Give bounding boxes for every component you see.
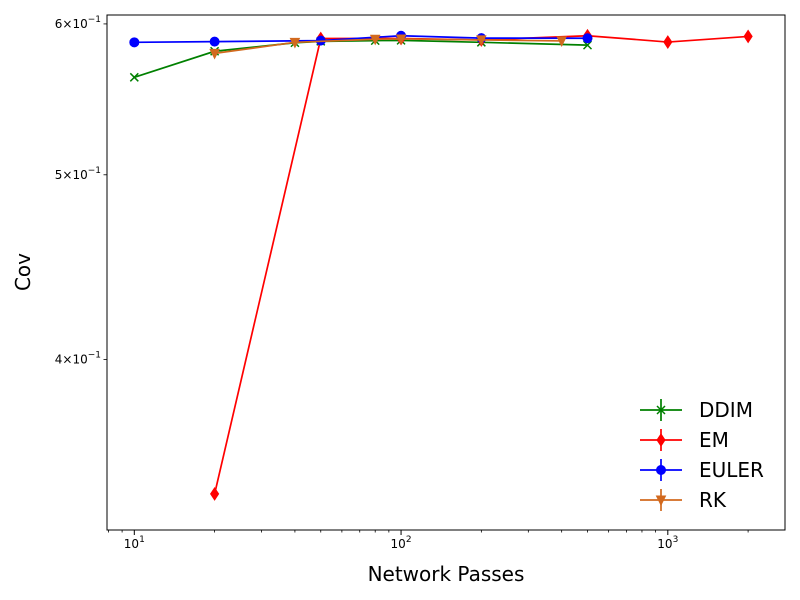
legend-item-rk: RK xyxy=(640,488,727,512)
data-point-em xyxy=(743,29,753,44)
data-point-rk xyxy=(209,48,220,60)
series-layer xyxy=(129,28,753,501)
data-point-em xyxy=(663,35,673,49)
data-point-rk xyxy=(556,36,567,48)
series-line-euler xyxy=(134,34,588,44)
legend-label-em: EM xyxy=(699,428,729,452)
legend-marker-euler xyxy=(656,465,666,475)
legend: DDIM EM EULER RK xyxy=(640,398,764,512)
series-line-rk xyxy=(214,38,562,55)
y-tick-label-0: 4×10−1 xyxy=(55,350,101,366)
y-tick-label-2: 6×10−1 xyxy=(55,15,101,31)
legend-item-euler: EULER xyxy=(640,458,764,482)
data-point-em xyxy=(210,487,220,501)
legend-item-ddim: DDIM xyxy=(640,398,753,422)
x-axis-label: Network Passes xyxy=(368,562,525,586)
y-tick-label-1: 5×10−1 xyxy=(55,166,101,182)
legend-marker-ddim xyxy=(656,405,666,415)
data-point-ddim xyxy=(129,72,139,82)
data-point-rk xyxy=(289,37,301,49)
data-point-euler xyxy=(582,33,593,44)
legend-marker-em xyxy=(656,433,666,447)
legend-item-em: EM xyxy=(640,428,729,452)
y-axis-label: Cov xyxy=(11,253,35,291)
axis-layer: 101 102 103 4×10−1 5×10−1 6×10−1 xyxy=(55,15,749,551)
data-point-ddim xyxy=(582,40,593,50)
legend-label-euler: EULER xyxy=(699,458,764,482)
series-rk xyxy=(209,34,567,60)
x-tick-label-0: 101 xyxy=(124,535,145,551)
x-tick-label-1: 102 xyxy=(391,535,412,551)
data-point-euler xyxy=(129,37,140,48)
x-tick-label-2: 103 xyxy=(657,535,678,551)
plot-area xyxy=(107,15,785,530)
data-point-rk xyxy=(476,35,487,47)
legend-label-ddim: DDIM xyxy=(699,398,753,422)
data-point-rk xyxy=(369,34,381,46)
legend-marker-rk xyxy=(655,495,667,507)
data-point-rk xyxy=(395,34,407,46)
legend-label-rk: RK xyxy=(699,488,727,512)
plot-frame xyxy=(106,14,786,531)
data-point-euler xyxy=(209,36,220,47)
